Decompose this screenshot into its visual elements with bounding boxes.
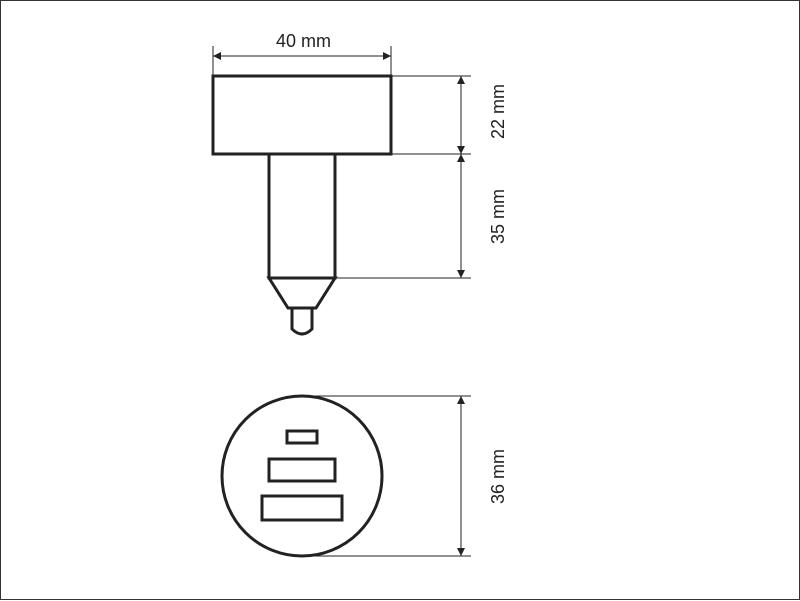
dimension-label-width: 40 mm bbox=[276, 31, 331, 52]
dimension-label-diameter: 36 mm bbox=[488, 449, 509, 504]
dimension-label-head-height: 22 mm bbox=[488, 84, 509, 139]
dimension-label-shaft-height: 35 mm bbox=[488, 189, 509, 244]
drawing-svg bbox=[1, 1, 800, 601]
drawing-canvas: 40 mm 22 mm 35 mm 36 mm bbox=[0, 0, 800, 600]
